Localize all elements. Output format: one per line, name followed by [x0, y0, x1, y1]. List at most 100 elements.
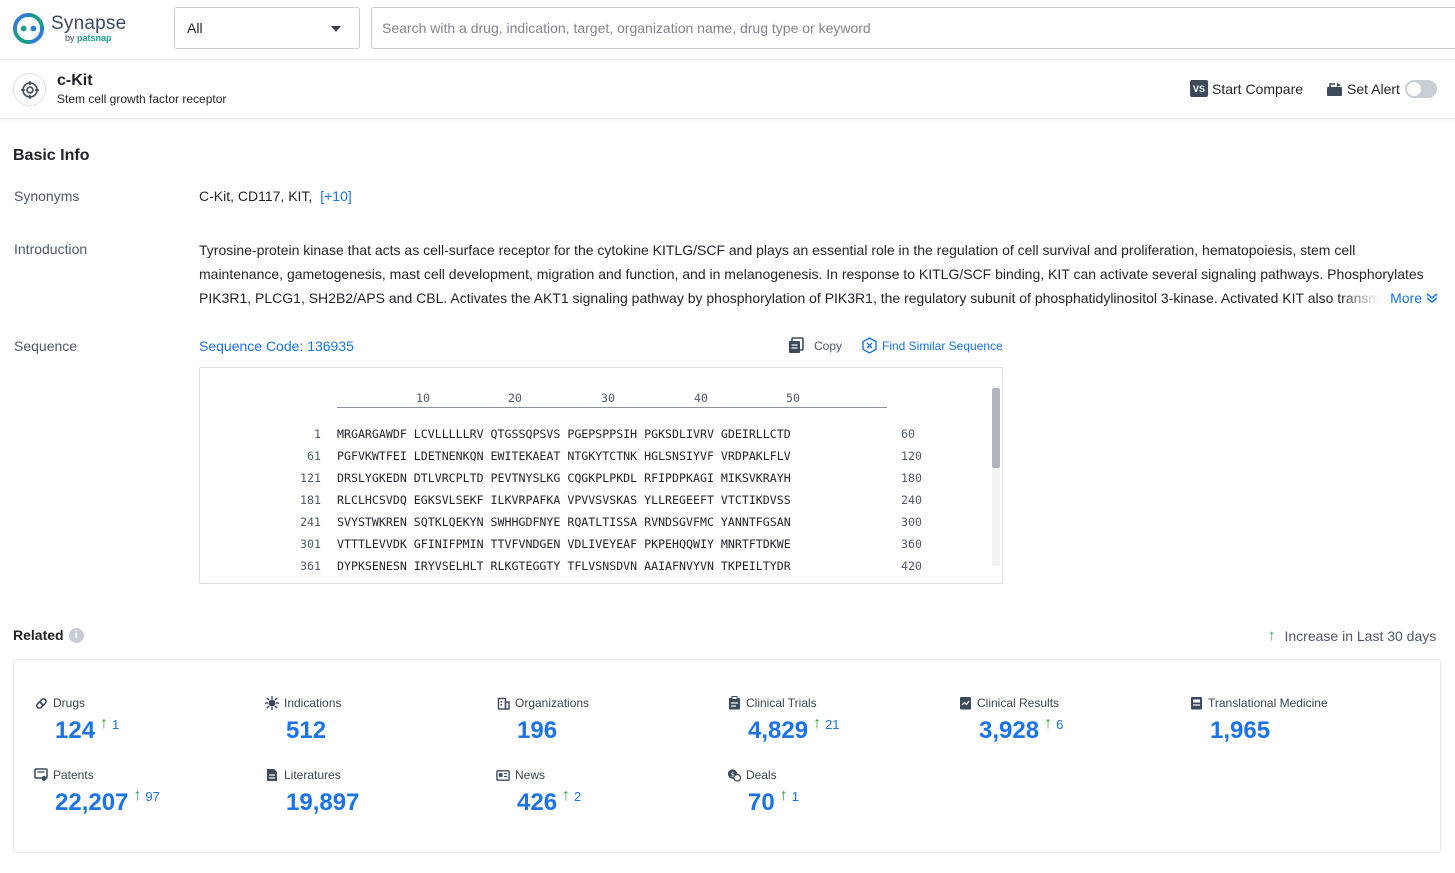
related-stat-count: 196: [517, 717, 557, 745]
similar-sequence-icon: [861, 337, 878, 354]
related-stat-increase-count: 1: [112, 717, 119, 732]
find-similar-sequence-button[interactable]: Find Similar Sequence: [861, 337, 1003, 354]
related-stat-value: 196: [517, 717, 557, 745]
sequence-row-start: 121: [270, 467, 321, 489]
related-stat-label: News: [496, 767, 706, 783]
caret-down-icon: [331, 26, 341, 32]
sequence-row-end: 360: [901, 533, 922, 555]
news-icon: [496, 768, 510, 782]
synonyms-list: C-Kit, CD117, KIT, [+10]: [199, 188, 352, 204]
start-compare-label: Start Compare: [1212, 81, 1303, 97]
related-stat-organizations[interactable]: Organizations196: [496, 695, 706, 755]
pill-icon: [34, 696, 48, 710]
clipboard-icon: [727, 696, 741, 710]
related-stat-value: 3,928↑6: [979, 717, 1063, 745]
synonyms-more-link[interactable]: [+10]: [320, 188, 352, 204]
search-input[interactable]: [371, 7, 1455, 49]
related-stat-label-text: Deals: [746, 768, 777, 782]
related-stat-count: 3,928: [979, 717, 1039, 745]
copy-sequence-button[interactable]: Copy: [788, 337, 842, 354]
search-scope-select[interactable]: All: [174, 7, 360, 49]
related-stat-value: 1,965: [1210, 717, 1270, 745]
related-stat-label: Patents: [34, 767, 244, 783]
up-arrow-icon: ↑: [1044, 715, 1052, 733]
related-stat-label: Drugs: [34, 695, 244, 711]
related-stat-deals[interactable]: $Deals70↑1: [727, 767, 937, 827]
info-icon[interactable]: i: [69, 628, 84, 643]
related-stat-label: Clinical Results: [958, 695, 1168, 711]
related-title-text: Related: [13, 627, 64, 643]
related-stat-drugs[interactable]: Drugs 124 ↑ 1: [34, 695, 244, 755]
basic-info-title: Basic Info: [13, 147, 89, 165]
sequence-row: VTTTLEVVDK GFINIFPMIN TTVFVNDGEN VDLIVEY…: [337, 533, 791, 555]
target-icon: [13, 73, 46, 106]
related-stat-label-text: Indications: [284, 696, 341, 710]
related-stat-indications[interactable]: Indications 512: [265, 695, 475, 755]
set-alert-toggle[interactable]: [1405, 80, 1437, 98]
sequence-scrollbar-thumb[interactable]: [992, 388, 1000, 468]
related-stat-label-text: News: [515, 768, 545, 782]
increase-legend: ↑ Increase in Last 30 days: [1268, 627, 1436, 644]
set-alert-label: Set Alert: [1347, 81, 1400, 97]
related-stat-increase: ↑ 97: [133, 787, 159, 805]
related-stat-literatures[interactable]: Literatures19,897: [265, 767, 475, 827]
related-stat-count: 426: [517, 789, 557, 817]
related-stat-label-text: Drugs: [53, 696, 85, 710]
related-stat-clinical-trials[interactable]: Clinical Trials 4,829↑21: [727, 695, 937, 755]
synonyms-values: C-Kit, CD117, KIT,: [199, 188, 312, 204]
related-stat-count: 124: [55, 717, 95, 745]
sequence-row-start: 301: [270, 533, 321, 555]
related-stat-count: 22,207: [55, 789, 128, 817]
related-stat-translational-medicine[interactable]: Translational Medicine 1,965: [1189, 695, 1399, 755]
alert-icon: [1326, 82, 1343, 97]
sequence-row: DYPKSENESN IRYVSELHLT RLKGTEGGTY TFLVSNS…: [337, 555, 791, 577]
up-arrow-icon: ↑: [780, 787, 788, 805]
results-icon: [958, 696, 972, 710]
related-stat-count: 70: [748, 789, 775, 817]
related-stat-label: $ Deals: [727, 767, 937, 783]
start-compare-button[interactable]: VS Start Compare: [1190, 80, 1303, 97]
related-stat-news[interactable]: News426↑2: [496, 767, 706, 827]
related-stat-patents[interactable]: Patents 22,207 ↑ 97: [34, 767, 244, 827]
up-arrow-icon: ↑: [1268, 627, 1276, 644]
related-stat-clinical-results[interactable]: Clinical Results3,928↑6: [958, 695, 1168, 755]
double-chevron-down-icon: [1426, 292, 1438, 304]
translational-icon: [1189, 696, 1203, 710]
related-stat-increase-count: 21: [825, 717, 839, 732]
related-stat-label: Literatures: [265, 767, 475, 783]
deals-icon: $: [727, 768, 741, 782]
sequence-content: 1020304050 1MRGARGAWDF LCVLLLLLRV QTGSSQ…: [200, 368, 990, 583]
ruler-tick-label: 20: [508, 391, 522, 405]
related-stat-count: 1,965: [1210, 717, 1270, 745]
up-arrow-icon: ↑: [133, 787, 141, 805]
introduction-text: Tyrosine-protein kinase that acts as cel…: [199, 238, 1439, 310]
top-bar: Synapse by patsnap All: [0, 0, 1455, 60]
related-stats-card: Drugs 124 ↑ 1 Indications 512 Organizations196…: [13, 659, 1441, 853]
up-arrow-icon: ↑: [100, 715, 108, 733]
page-title: c-Kit: [57, 72, 93, 90]
related-stat-label: Translational Medicine: [1189, 695, 1399, 711]
synonyms-label: Synonyms: [14, 188, 79, 204]
search-scope-value: All: [187, 20, 203, 36]
related-stat-label-text: Clinical Trials: [746, 696, 817, 710]
related-stat-value: 4,829↑21: [748, 717, 840, 745]
related-stat-count: 512: [286, 717, 326, 745]
sequence-row-end: 420: [901, 555, 922, 577]
sequence-row-start: 241: [270, 511, 321, 533]
sequence-row: MRGARGAWDF LCVLLLLLRV QTGSSQPSVS PGEPSPP…: [337, 423, 791, 445]
virus-icon: [265, 696, 279, 710]
introduction-more-button[interactable]: More: [1340, 286, 1440, 310]
related-stat-value: 70↑1: [748, 789, 799, 817]
sequence-viewer[interactable]: 1020304050 1MRGARGAWDF LCVLLLLLRV QTGSSQ…: [199, 367, 1003, 584]
up-arrow-icon: ↑: [562, 787, 570, 805]
related-stat-increase-count: 97: [145, 789, 159, 804]
ruler-tick-label: 40: [694, 391, 708, 405]
patent-icon: [34, 768, 48, 782]
synapse-logo[interactable]: Synapse by patsnap: [12, 12, 126, 45]
ruler-tick-label: 10: [416, 391, 430, 405]
sequence-row-start: 181: [270, 489, 321, 511]
related-title: Related i: [13, 627, 84, 643]
related-stat-value: 22,207 ↑ 97: [55, 789, 160, 817]
page-subtitle: Stem cell growth factor receptor: [57, 92, 226, 106]
sequence-code-link[interactable]: Sequence Code: 136935: [199, 338, 354, 354]
